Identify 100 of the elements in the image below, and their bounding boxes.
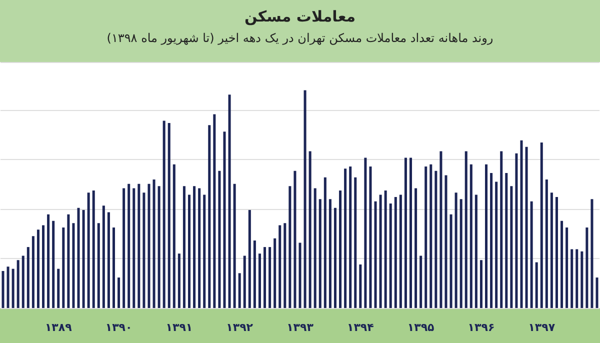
bar [318,199,322,308]
bar [540,142,543,308]
bar [97,223,100,308]
bar [16,260,20,308]
bar [495,182,498,308]
chart-subtitle: روند ماهانه تعداد معاملات مسکن تهران در یک دهه اخیر (تا شهریور ماه ۱۳۹۸) [106,31,494,45]
bar [505,173,508,308]
bar [278,225,282,308]
bar [384,190,387,308]
bar [414,188,418,308]
bar [389,204,392,308]
bar [324,177,326,308]
x-tick-label: ۱۳۹۰ [105,321,132,334]
bar [122,188,126,308]
bar [6,266,10,308]
bar [208,125,211,308]
bar [339,190,342,308]
bar [485,164,488,308]
bar [535,262,538,308]
bar [364,158,367,308]
bar [394,196,397,308]
bar [359,264,362,308]
x-tick-label: ۱۳۹۶ [468,321,495,334]
bar [203,194,206,308]
bar [399,194,402,308]
bar [274,238,276,308]
bar [440,151,442,308]
bar [284,223,286,308]
bar [107,212,110,308]
bar [268,247,272,308]
bar [490,173,493,308]
x-tick-label: ۱۳۹۱ [166,321,193,334]
bar [409,158,412,308]
bar [344,168,347,308]
bar [112,227,115,308]
bar [530,201,533,308]
bar [314,188,316,308]
bar [132,188,136,308]
chart-title: معاملات مسکن [244,8,356,26]
bar [369,166,372,308]
bar [434,170,438,308]
bar [102,206,105,308]
bar [82,210,85,308]
bar [580,251,584,308]
bar [36,230,40,308]
bar [172,164,176,308]
bar [354,177,357,308]
bar [238,273,241,308]
bar [42,225,45,308]
bar [520,140,523,308]
bar [420,256,422,308]
bar [2,270,4,308]
bar [118,278,120,308]
bar [500,151,503,308]
bar [470,164,472,308]
bar [379,194,382,308]
bar [298,242,302,308]
bar [560,220,564,308]
bar [152,180,156,308]
bar [545,180,548,308]
bar [228,94,231,308]
bar [218,170,221,308]
bar [586,227,588,308]
bar [57,268,60,308]
bar [570,249,574,308]
bar [334,208,336,308]
x-tick-label: ۱۳۸۹ [44,321,72,334]
x-tick-label: ۱۳۹۷ [528,321,556,334]
bar [464,151,468,308]
bar [168,122,170,308]
bar [67,214,70,308]
bar [304,90,306,308]
bar [148,184,150,308]
bar [178,254,180,308]
bar [87,192,90,308]
bar [596,278,598,308]
bar [328,199,332,308]
bar [430,164,432,308]
bar [566,227,568,308]
bar [308,151,312,308]
bar [460,199,462,308]
bar [550,192,553,308]
bar [590,199,594,308]
bar [555,196,558,308]
bar [454,192,458,308]
bar [72,223,75,308]
bar [52,220,55,308]
bar [349,166,352,308]
x-tick-label: ۱۳۹۴ [346,321,374,334]
bar [243,256,246,308]
bar [32,236,34,308]
x-tick-label: ۱۳۹۵ [407,321,435,334]
bar [223,132,226,308]
bar [424,166,428,308]
bar [510,186,513,308]
bar [77,208,80,308]
bar [233,184,236,308]
bar [26,247,30,308]
bar [142,192,146,308]
bar [62,227,65,308]
